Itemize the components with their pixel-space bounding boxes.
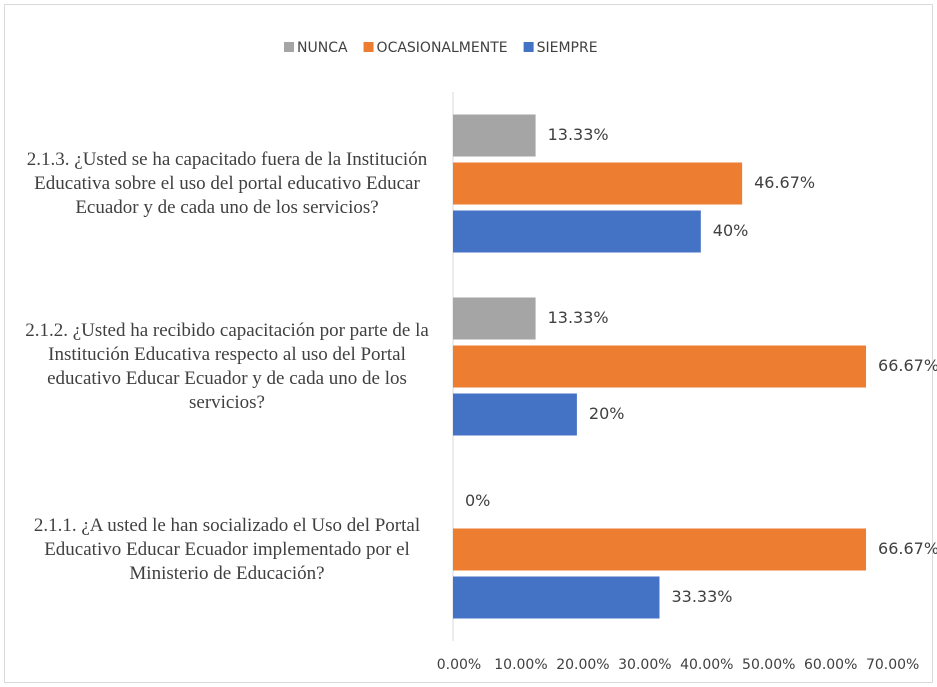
legend-swatch <box>284 42 294 52</box>
bar <box>453 528 867 571</box>
x-tick-label: 70.00% <box>866 657 919 673</box>
x-tick-label: 10.00% <box>494 657 547 673</box>
x-tick-label: 50.00% <box>742 657 795 673</box>
legend-swatch <box>523 42 534 52</box>
legend-label: OCASIONALMENTE <box>377 40 508 56</box>
value-label: 13.33% <box>548 125 609 144</box>
legend-label: NUNCA <box>297 40 348 56</box>
category-label: 2.1.1. ¿A usted le han socializado el Us… <box>33 514 421 584</box>
bar <box>453 162 743 205</box>
x-tick-label: 0.00% <box>437 657 481 673</box>
legend-label: SIEMPRE <box>537 40 598 56</box>
bar <box>453 210 701 253</box>
value-label: 20% <box>589 404 625 423</box>
bar <box>453 576 660 619</box>
value-label: 66.67% <box>878 539 937 558</box>
x-tick-label: 40.00% <box>680 657 733 673</box>
x-tick-label: 20.00% <box>556 657 609 673</box>
value-label: 33.33% <box>671 587 732 606</box>
category-label: 2.1.3. ¿Usted se ha capacitado fuera de … <box>26 148 428 218</box>
value-label: 46.67% <box>754 173 815 192</box>
value-label: 40% <box>713 221 749 240</box>
bar <box>453 297 536 340</box>
value-label: 66.67% <box>878 356 937 375</box>
bar <box>453 114 536 157</box>
bar <box>453 345 867 388</box>
legend-swatch <box>363 42 374 52</box>
x-tick-label: 60.00% <box>804 657 857 673</box>
bar <box>453 393 577 436</box>
x-tick-label: 30.00% <box>618 657 671 673</box>
value-label: 13.33% <box>548 308 609 327</box>
category-label: 2.1.2. ¿Usted ha recibido capacitación p… <box>25 319 429 413</box>
chart-border <box>4 4 933 683</box>
value-label: 0% <box>465 491 490 510</box>
